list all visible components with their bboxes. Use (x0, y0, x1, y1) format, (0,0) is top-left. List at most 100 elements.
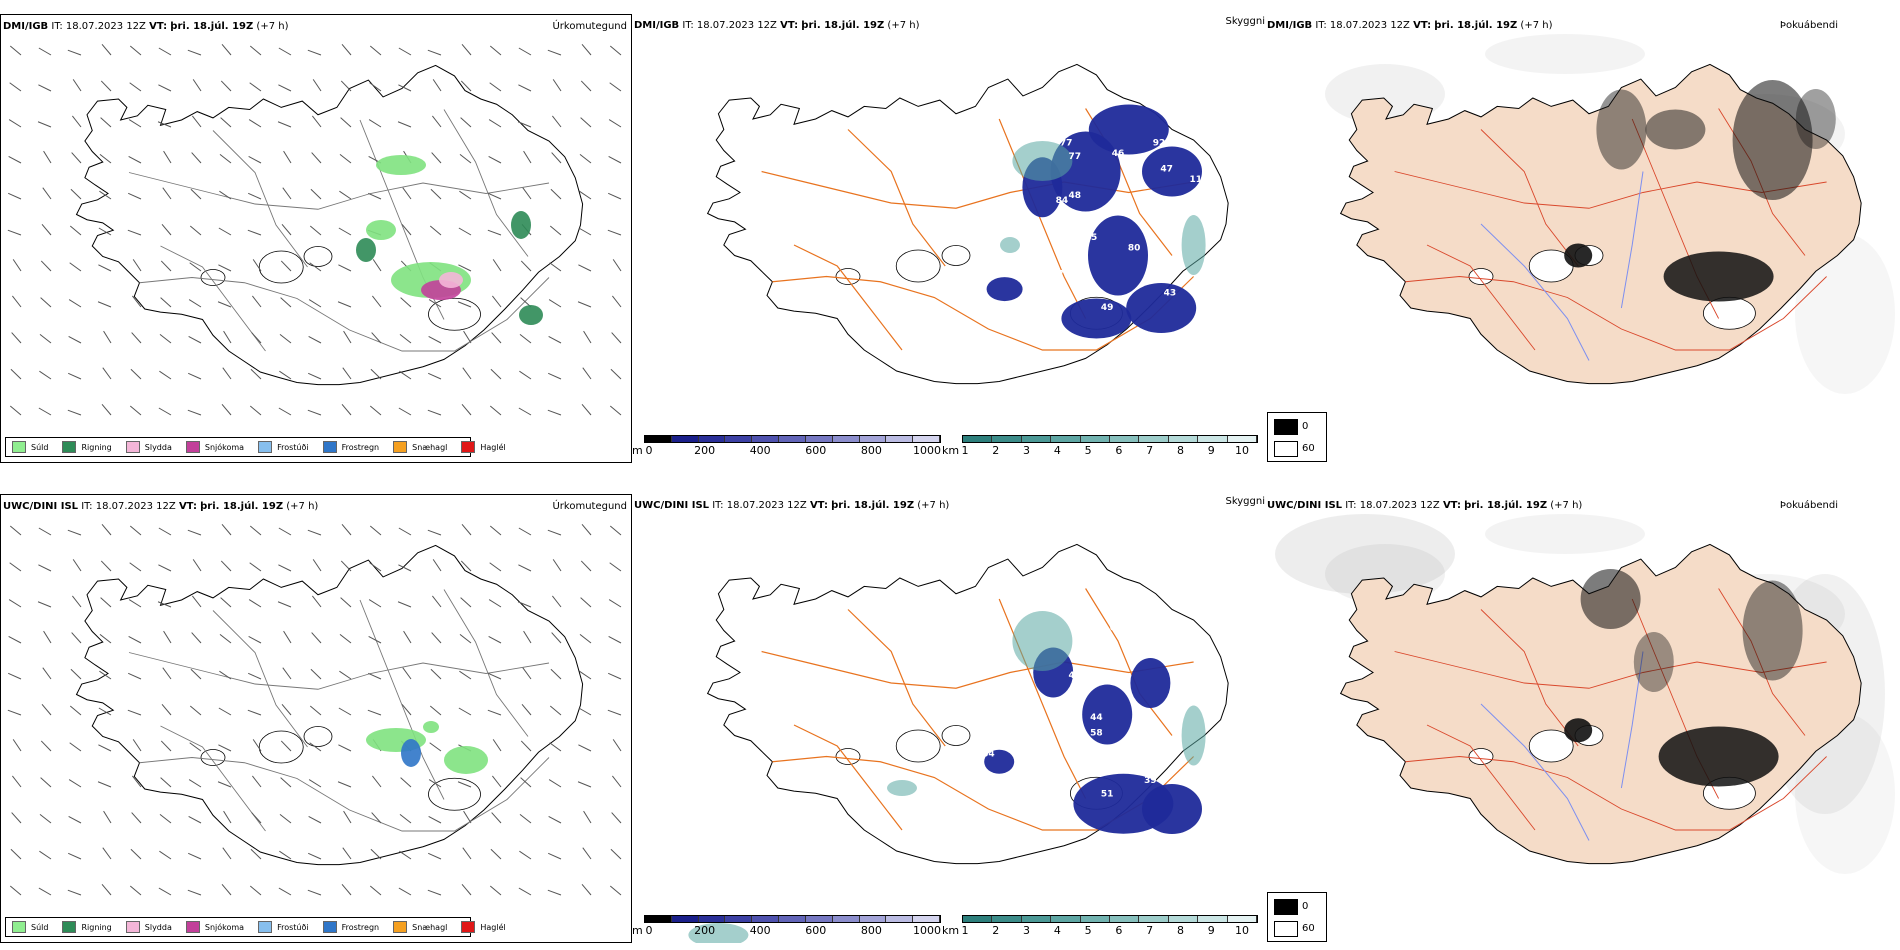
wind-barb (462, 367, 472, 380)
fog-index-area (1742, 580, 1803, 681)
low-cloud-area (1126, 283, 1197, 333)
wind-barb (279, 850, 292, 860)
colorbar-tick-label: 5 (1084, 444, 1092, 457)
wind-barb (611, 332, 622, 344)
wind-barb (427, 529, 442, 536)
wind-barb (221, 43, 232, 56)
cloud-base-label: 46 (1069, 671, 1082, 681)
precip-area (366, 220, 396, 240)
wind-barb (67, 49, 82, 56)
fog-index-area (1580, 569, 1641, 629)
wind-barb (488, 635, 502, 644)
low-visibility-area (887, 780, 917, 796)
cloud-base-label: 59 (1101, 655, 1114, 665)
river-line (1620, 651, 1644, 789)
wind-barb (71, 115, 82, 128)
panel-title: DMI/IGB IT: 18.07.2023 12Z VT: þri. 18.j… (1267, 20, 1553, 31)
wind-barb (577, 301, 592, 308)
wind-barb (491, 812, 502, 824)
wind-barb (547, 409, 562, 416)
river-line (1620, 171, 1644, 309)
wind-barb (341, 43, 352, 56)
cloud-base-label: 48 (1020, 762, 1033, 772)
wind-barb (369, 525, 382, 536)
wind-barb (278, 47, 292, 56)
cloud-base-label: 13 (1133, 739, 1146, 749)
low-cloud-area (1130, 658, 1171, 708)
fog-haze (1795, 714, 1895, 874)
legend-item: Frostregn (322, 921, 379, 933)
wind-barb (432, 79, 442, 92)
road-line (793, 244, 903, 351)
variable-label: Skyggni (1225, 16, 1265, 27)
wind-barb (338, 744, 352, 752)
wind-barb (102, 847, 112, 860)
wind-barb (38, 527, 52, 536)
cloud-base-label: 77 (1060, 138, 1073, 148)
wind-barb (8, 119, 22, 128)
wind-barb (609, 45, 622, 56)
wind-barb (69, 742, 82, 752)
wind-barb (461, 43, 472, 56)
wind-barb (308, 852, 322, 860)
road-line (1480, 609, 1579, 747)
wind-barb (68, 815, 82, 824)
wind-barb (460, 597, 472, 608)
legend-item: Súld (12, 441, 48, 453)
cloud-base-label: 63 (1110, 624, 1123, 634)
wind-barb (369, 82, 382, 92)
wind-barb (431, 632, 442, 644)
wind-barb (38, 407, 52, 416)
wind-barb (7, 229, 22, 236)
cloud-base-label: 52 (1069, 112, 1082, 122)
cloud-base-label: 84 (1056, 196, 1069, 206)
legend-swatch (461, 441, 476, 453)
wind-barb (223, 810, 232, 824)
wind-barb (369, 562, 382, 572)
wind-barb (9, 885, 22, 896)
colorbar-tick-label: 2 (992, 924, 1000, 937)
wind-barb (463, 810, 472, 824)
wind-barb (157, 601, 172, 608)
wind-barb (431, 152, 442, 164)
wind-barb (490, 368, 502, 380)
wind-barb (129, 525, 142, 536)
cloud-base-label: 11 (1189, 175, 1202, 185)
legend-item: Snjókoma (185, 441, 244, 453)
wind-barb (9, 405, 22, 416)
wind-barb (68, 299, 82, 308)
wind-barb (428, 372, 442, 380)
wind-barb (343, 330, 352, 344)
wind-barb (492, 739, 502, 752)
wind-barb (248, 672, 262, 680)
glacier-outline (941, 245, 971, 266)
wind-barb (519, 370, 532, 380)
wind-barb (310, 188, 322, 200)
wind-barb (610, 368, 622, 380)
wind-barb (337, 781, 352, 788)
visibility-unit: km (942, 444, 960, 457)
wind-barb (251, 812, 262, 824)
wind-barb (248, 192, 262, 200)
legend-item: Rigning (62, 441, 112, 453)
legend-label: Frostregn (341, 442, 380, 452)
wind-barb (522, 667, 532, 680)
road-line (772, 275, 1195, 351)
wind-barb (278, 527, 292, 536)
wind-barb (611, 295, 622, 308)
legend-swatch (322, 441, 337, 453)
iceland-map (1265, 14, 1900, 463)
glacier-outline (1702, 296, 1756, 330)
wind-barb (280, 297, 292, 308)
wind-barb (463, 330, 472, 344)
wind-barb (188, 372, 202, 380)
wind-barb (163, 150, 172, 164)
wind-barb (217, 301, 232, 308)
wind-barb (487, 709, 502, 716)
wind-barb (371, 332, 382, 344)
wind-barb (10, 848, 22, 860)
panel-title: UWC/DINI ISL IT: 18.07.2023 12Z VT: þri.… (3, 501, 319, 512)
wind-barb (549, 742, 562, 752)
wind-barb (340, 117, 352, 128)
